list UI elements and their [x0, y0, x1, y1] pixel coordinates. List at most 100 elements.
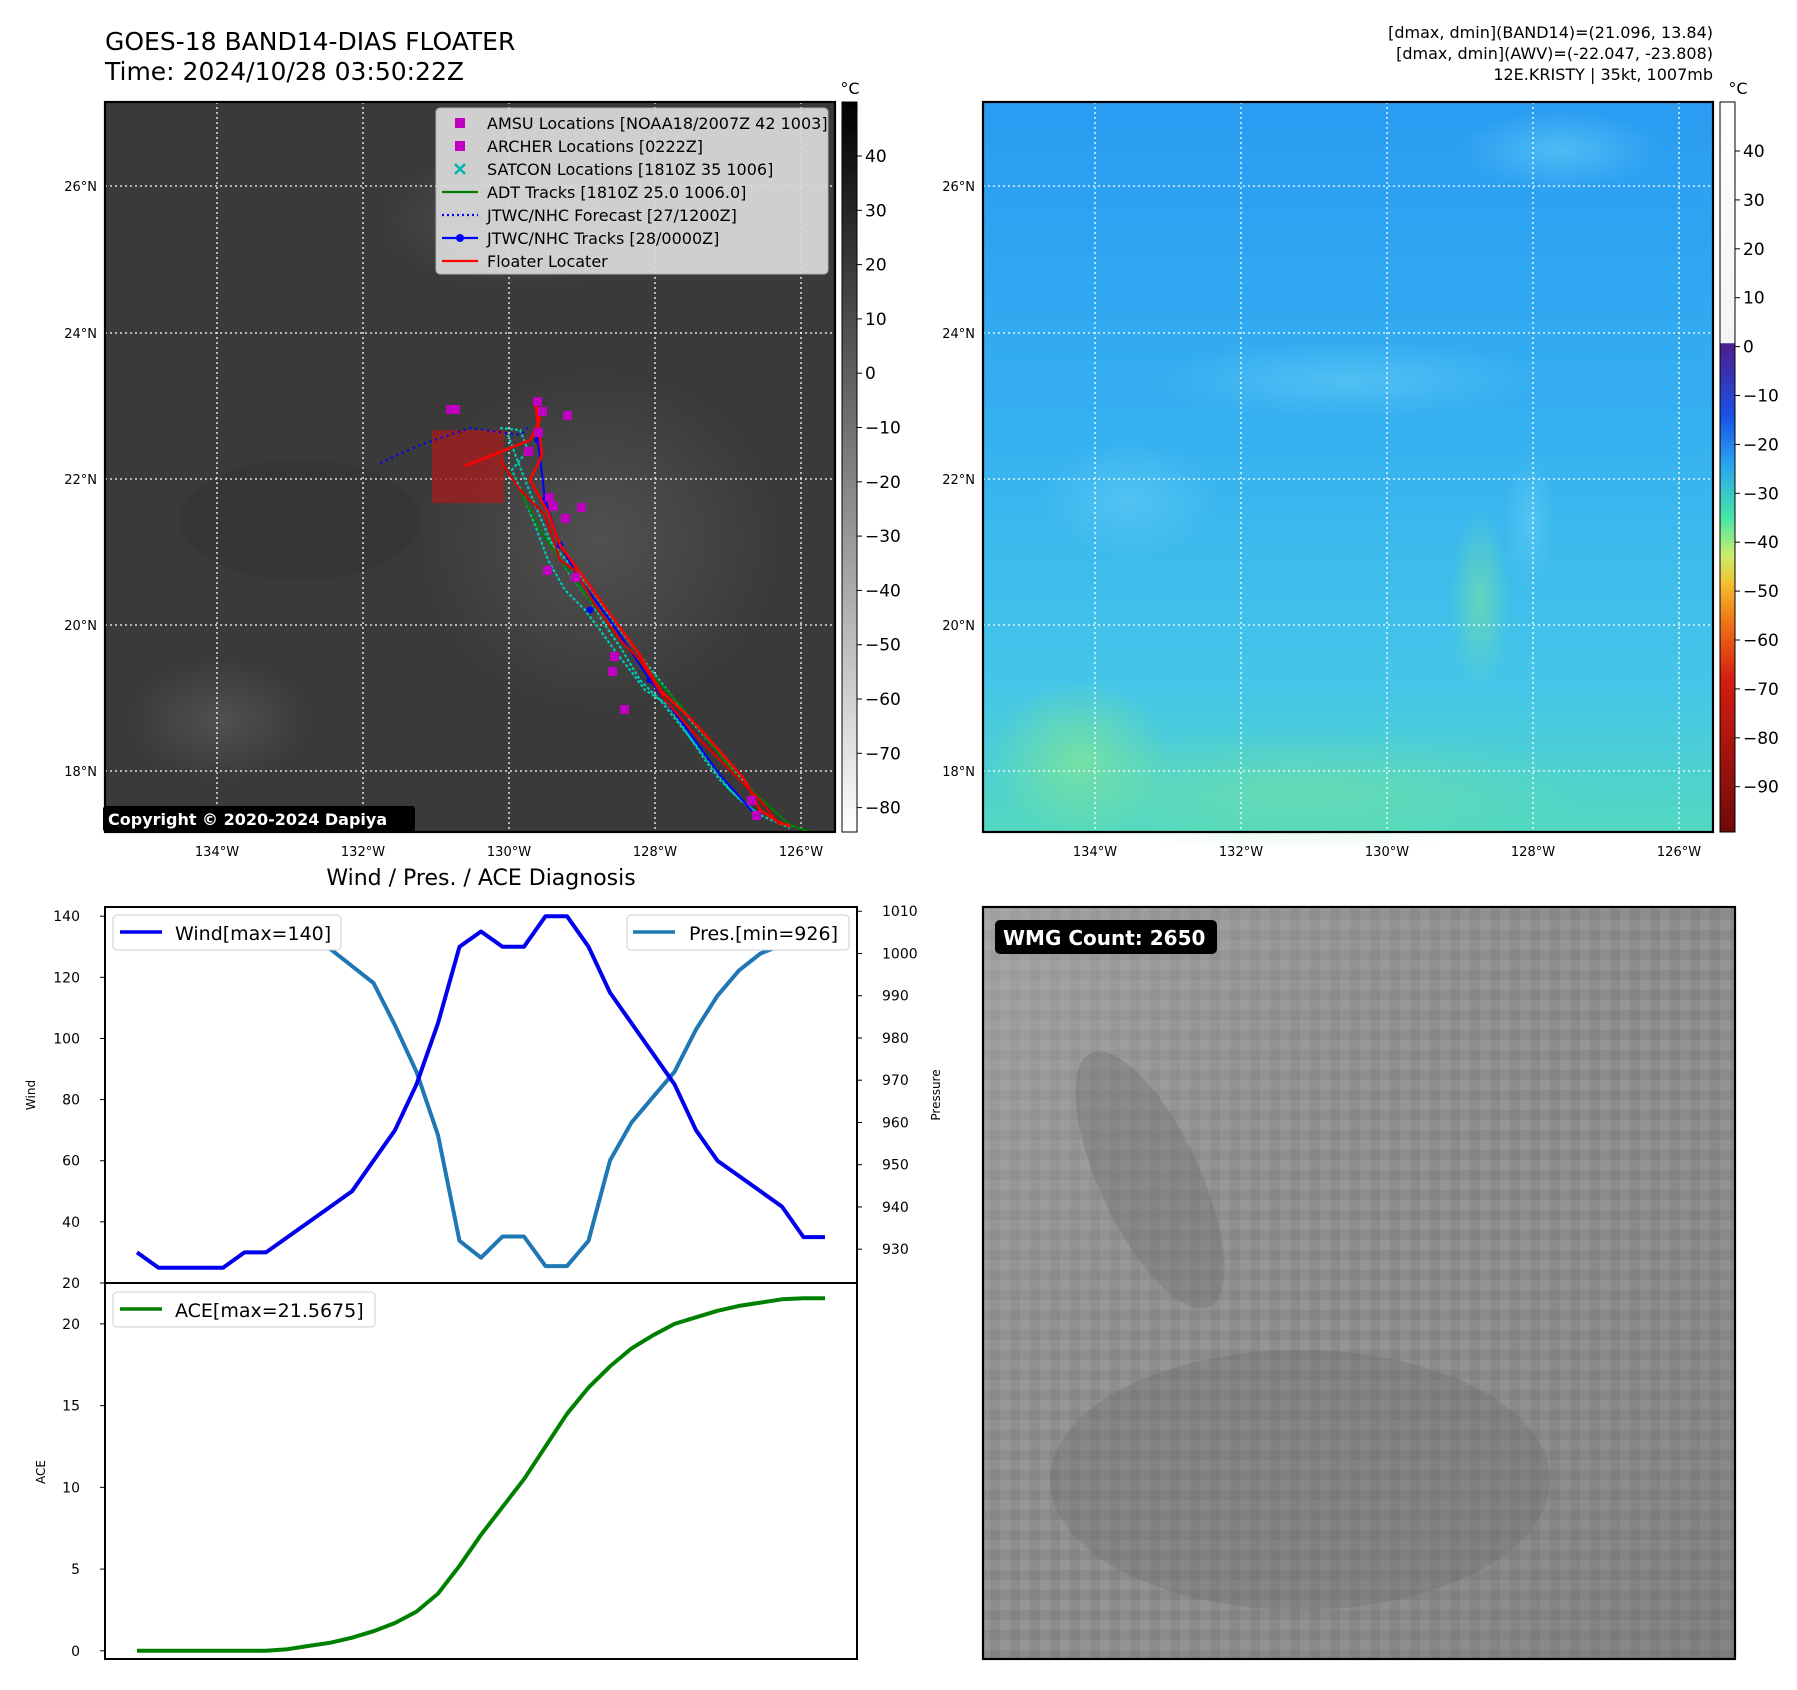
wv-colorbar: °C 40 30 20 10 0 −10 −20 −30 −40 −50 −60 −70 −80 −90: [1719, 79, 1779, 833]
lon-label: 128°W: [1511, 845, 1555, 860]
pressure-legend: Pres.[min=926]: [626, 914, 850, 951]
colorbar-tick-label: −30: [1743, 484, 1779, 504]
pressure-tick-label: 980: [882, 1031, 909, 1047]
wv-lat-labels: 26°N 24°N 22°N 20°N 18°N: [942, 180, 975, 780]
pressure-tick-label: 1000: [882, 946, 918, 962]
wmg-panel: WMG Count: 2650: [981, 905, 1737, 1661]
info-awv: [dmax, dmin](AWV)=(-22.047, -23.808): [1396, 44, 1713, 63]
ace-tick-label: 5: [71, 1562, 80, 1578]
colorbar-tick-label: 10: [1743, 289, 1765, 309]
colorbar-tick-label: 20: [1743, 240, 1765, 260]
wv-colorbar-unit: °C: [1728, 79, 1747, 98]
colorbar-tick-label: −50: [1743, 582, 1779, 602]
ir-colorbar-unit: °C: [840, 79, 859, 98]
pressure-ylabel: Pressure: [929, 1069, 943, 1120]
map-legend: AMSU Locations [NOAA18/2007Z 42 1003] ARC…: [435, 107, 829, 275]
pressure-legend-text: Pres.[min=926]: [689, 923, 838, 945]
ace-tick-label: 10: [62, 1480, 80, 1496]
pressure-tick-label: 990: [882, 989, 909, 1005]
lat-label: 26°N: [942, 180, 975, 195]
lon-label: 128°W: [633, 845, 677, 860]
legend-label: Floater Locater: [487, 252, 608, 271]
wv-lon-labels: 134°W 132°W 130°W 128°W 126°W: [1073, 845, 1701, 860]
ir-map-panel: 26°N 24°N 22°N 20°N 18°N 134°W 132°W 130°W 128°…: [64, 100, 837, 860]
pressure-tick-label: 940: [882, 1200, 909, 1216]
lon-label: 134°W: [195, 845, 239, 860]
colorbar-tick-label: −10: [1743, 387, 1779, 407]
legend-label: JTWC/NHC Forecast [27/1200Z]: [486, 206, 737, 225]
floater-track: [464, 399, 791, 828]
wv-map-frame: [981, 100, 1715, 834]
lon-label: 126°W: [1657, 845, 1701, 860]
colorbar-tick-label: −80: [865, 799, 901, 819]
lat-label: 20°N: [942, 619, 975, 634]
lon-label: 130°W: [1365, 845, 1409, 860]
legend-square-marker: [455, 141, 465, 151]
pressure-tick-label: 1010: [882, 904, 918, 920]
wind-pressure-chart: 20 40 60 80 100 120 140 930 940 950 960 970 980 990 1…: [24, 904, 943, 1292]
floater-box: [432, 430, 504, 503]
lon-label: 130°W: [487, 845, 531, 860]
colorbar-tick-label: 30: [865, 201, 887, 221]
wind-tick-label: 140: [53, 909, 80, 925]
legend-label: AMSU Locations [NOAA18/2007Z 42 1003]: [487, 114, 828, 133]
wind-tick-label: 40: [62, 1215, 80, 1231]
lon-label: 132°W: [1219, 845, 1263, 860]
wv-gridlines: [983, 102, 1713, 832]
colorbar-tick-label: −80: [1743, 729, 1779, 749]
colorbar-tick-label: 10: [865, 310, 887, 330]
diagnosis-title: Wind / Pres. / ACE Diagnosis: [326, 866, 635, 891]
lat-label: 18°N: [64, 765, 97, 780]
colorbar-tick-label: 20: [865, 256, 887, 276]
colorbar-tick-label: −90: [1743, 778, 1779, 798]
figure-time: Time: 2024/10/28 03:50:22Z: [104, 57, 464, 86]
lat-label: 26°N: [64, 180, 97, 195]
colorbar-tick-label: 0: [1743, 338, 1754, 358]
colorbar-tick-label: 0: [865, 364, 876, 384]
ir-map-frame: [103, 100, 837, 834]
colorbar-tick-label: −20: [865, 473, 901, 493]
colorbar-tick-label: −20: [1743, 435, 1779, 455]
ace-tick-label: 15: [62, 1399, 80, 1415]
colorbar-tick-label: −70: [1743, 680, 1779, 700]
legend-dot: [456, 234, 464, 242]
copyright: Copyright © 2020-2024 Dapiya: [108, 810, 387, 829]
wind-series-line: [135, 914, 825, 1270]
ace-ylabel: ACE: [34, 1460, 48, 1484]
lat-label: 18°N: [942, 765, 975, 780]
lat-label: 22°N: [942, 473, 975, 488]
legend-x-marker: [454, 163, 466, 175]
legend-label: ARCHER Locations [0222Z]: [487, 137, 703, 156]
wind-ylabel: Wind: [24, 1080, 38, 1110]
wmg-count: WMG Count: 2650: [1003, 926, 1205, 950]
ace-legend: ACE[max=21.5675]: [112, 1291, 376, 1328]
colorbar-tick-label: 40: [865, 147, 887, 167]
wv-map-panel: 26°N 24°N 22°N 20°N 18°N 134°W 132°W 130°W 128°…: [942, 100, 1715, 860]
wind-tick-label: 20: [62, 1276, 80, 1292]
lat-label: 22°N: [64, 473, 97, 488]
colorbar-tick-label: −60: [1743, 631, 1779, 651]
colorbar-tick-label: −10: [865, 419, 901, 439]
colorbar-tick-label: −40: [1743, 533, 1779, 553]
pressure-tick-label: 930: [882, 1242, 909, 1258]
colorbar-tick-label: 30: [1743, 191, 1765, 211]
legend-label: ADT Tracks [1810Z 25.0 1006.0]: [487, 183, 746, 202]
wind-tick-label: 100: [53, 1031, 80, 1047]
pressure-tick-label: 950: [882, 1158, 909, 1174]
lat-label: 20°N: [64, 619, 97, 634]
info-band14: [dmax, dmin](BAND14)=(21.096, 13.84): [1388, 23, 1713, 42]
legend-square-marker: [455, 118, 465, 128]
ace-legend-text: ACE[max=21.5675]: [175, 1300, 364, 1322]
wind-tick-label: 60: [62, 1154, 80, 1170]
lon-label: 134°W: [1073, 845, 1117, 860]
colorbar-tick-label: −50: [865, 636, 901, 656]
ace-chart: 0 5 10 15 20 ACE ACE[max=21.5675]: [34, 1282, 858, 1660]
colorbar-tick-label: −30: [865, 527, 901, 547]
lon-label: 132°W: [341, 845, 385, 860]
legend-label: SATCON Locations [1810Z 35 1006]: [487, 160, 773, 179]
lat-label: 24°N: [942, 327, 975, 342]
ace-series-line: [137, 1296, 825, 1653]
pressure-tick-label: 970: [882, 1073, 909, 1089]
wind-tick-label: 80: [62, 1093, 80, 1109]
